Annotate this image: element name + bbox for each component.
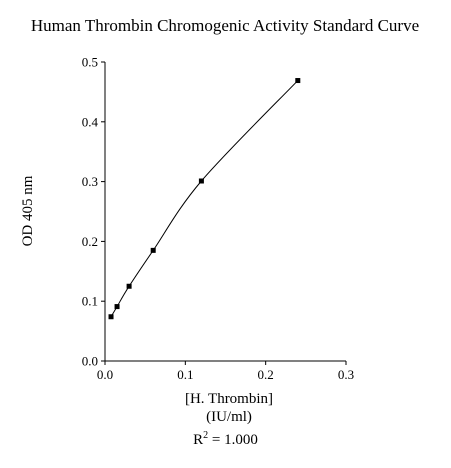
x-axis-label-line2: (IU/ml)	[206, 409, 252, 425]
data-points	[108, 78, 301, 320]
x-tick-label: 0.2	[258, 367, 274, 382]
y-tick-label: 0.4	[82, 114, 99, 129]
data-point	[198, 178, 204, 184]
axes	[104, 62, 346, 362]
x-axis-label-line1: [H. Thrombin]	[185, 391, 273, 407]
fit-curve	[110, 80, 299, 318]
r-squared-annotation: R2 = 1.000	[0, 431, 451, 449]
y-ticks: 0.0 0.1 0.2 0.3 0.4 0.5	[82, 55, 105, 369]
y-tick-label: 0.0	[82, 354, 98, 369]
chart-title: Human Thrombin Chromogenic Activity Stan…	[31, 16, 419, 35]
y-tick-label: 0.3	[82, 174, 98, 189]
x-tick-label: 0.1	[177, 367, 193, 382]
data-point	[295, 78, 301, 84]
data-point	[126, 283, 132, 289]
y-tick-label: 0.5	[82, 55, 98, 70]
r-squared-prefix: R	[193, 432, 204, 448]
r-squared-value: = 1.000	[208, 432, 258, 448]
y-axis-label: OD 405 nm	[20, 175, 36, 246]
x-tick-label: 0.3	[338, 367, 354, 382]
y-tick-label: 0.2	[82, 234, 98, 249]
x-ticks: 0.0 0.1 0.2 0.3	[97, 361, 354, 382]
r-squared-exponent: 2	[203, 430, 209, 441]
data-point	[108, 314, 114, 320]
data-point	[150, 247, 156, 253]
x-tick-label: 0.0	[97, 367, 113, 382]
y-tick-label: 0.1	[82, 294, 98, 309]
data-point	[114, 304, 120, 310]
